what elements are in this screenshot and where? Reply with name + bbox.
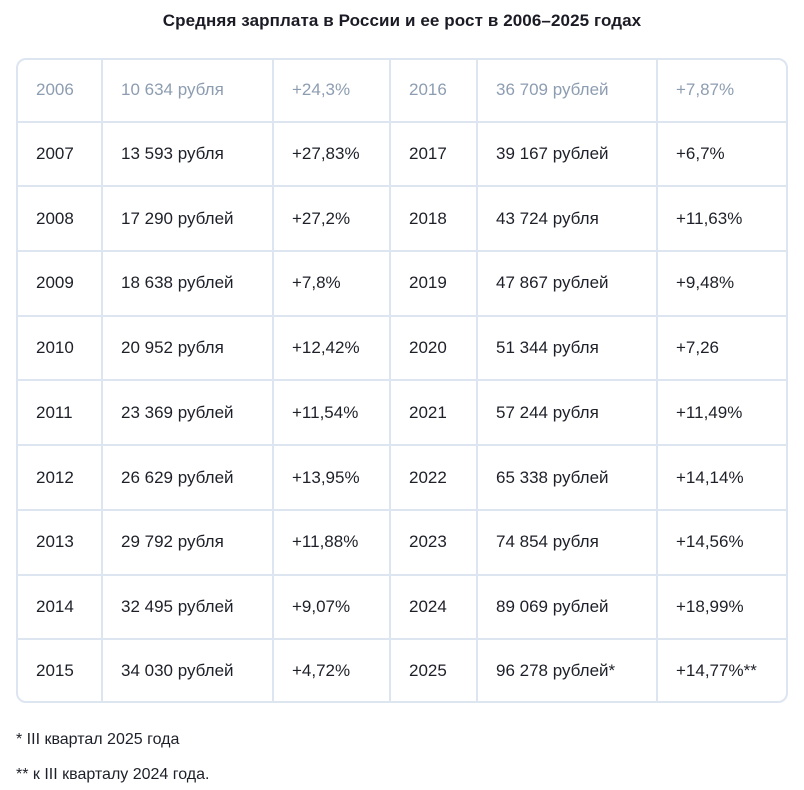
salary-cell: 32 495 рублей (102, 574, 274, 641)
growth-cell: +7,8% (273, 251, 391, 317)
year-cell: 2015 (18, 639, 103, 701)
year-cell: 2018 (390, 186, 478, 253)
table-row: 2011 23 369 рублей +11,54% 2021 57 244 рубля… (18, 380, 786, 447)
salary-cell: 57 244 рубля (477, 380, 658, 447)
growth-cell: +14,56% (657, 509, 786, 576)
growth-cell: +11,88% (273, 509, 391, 576)
table-row: 2015 34 030 рублей +4,72% 2025 96 278 рублей… (18, 639, 786, 701)
salary-table: 2006 10 634 рубля +24,3% 2016 36 709 рублей +… (18, 60, 786, 701)
year-cell: 2007 (18, 121, 103, 188)
salary-cell: 39 167 рублей (477, 121, 658, 188)
salary-cell: 47 867 рублей (477, 251, 658, 317)
growth-cell: +7,26 (657, 315, 786, 382)
growth-cell: +11,49% (657, 380, 786, 447)
salary-cell: 43 724 рубля (477, 186, 658, 253)
growth-cell: +14,14% (657, 445, 786, 511)
page-title: Средняя зарплата в России и ее рост в 20… (162, 11, 642, 30)
salary-cell: 65 338 рублей (477, 445, 658, 511)
salary-cell: 23 369 рублей (102, 380, 274, 447)
growth-cell: +7,87% (657, 60, 786, 123)
salary-cell: 13 593 рубля (102, 121, 274, 188)
table-row: 2010 20 952 рубля +12,42% 2020 51 344 рубля +… (18, 315, 786, 382)
year-cell: 2014 (18, 574, 103, 641)
year-cell: 2009 (18, 251, 103, 317)
growth-cell: +11,63% (657, 186, 786, 253)
growth-cell: +18,99% (657, 574, 786, 641)
growth-cell: +9,07% (273, 574, 391, 641)
growth-cell: +11,54% (273, 380, 391, 447)
year-cell: 2017 (390, 121, 478, 188)
year-cell: 2024 (390, 574, 478, 641)
table-row: 2009 18 638 рублей +7,8% 2019 47 867 рублей +… (18, 251, 786, 317)
salary-cell: 34 030 рублей (102, 639, 274, 701)
year-cell: 2023 (390, 509, 478, 576)
table-row: 2014 32 495 рублей +9,07% 2024 89 069 рублей… (18, 574, 786, 641)
salary-cell: 26 629 рублей (102, 445, 274, 511)
growth-cell: +12,42% (273, 315, 391, 382)
growth-cell: +27,83% (273, 121, 391, 188)
table-row: 2007 13 593 рубля +27,83% 2017 39 167 рублей… (18, 121, 786, 188)
growth-cell: +6,7% (657, 121, 786, 188)
table-row: 2013 29 792 рубля +11,88% 2023 74 854 рубля +… (18, 509, 786, 576)
salary-cell: 18 638 рублей (102, 251, 274, 317)
salary-cell: 96 278 рублей* (477, 639, 658, 701)
footnote-vs-quarter-2024: ** к III кварталу 2024 года. (16, 766, 210, 783)
year-cell: 2013 (18, 509, 103, 576)
growth-cell: +27,2% (273, 186, 391, 253)
table-row: 2006 10 634 рубля +24,3% 2016 36 709 рублей +… (18, 60, 786, 123)
year-cell: 2020 (390, 315, 478, 382)
growth-cell: +4,72% (273, 639, 391, 701)
year-cell: 2019 (390, 251, 478, 317)
salary-table-body: 2006 10 634 рубля +24,3% 2016 36 709 рублей +… (18, 60, 786, 701)
salary-cell: 29 792 рубля (102, 509, 274, 576)
growth-cell: +14,77%** (676, 660, 757, 680)
salary-cell: 74 854 рубля (477, 509, 658, 576)
salary-table-container: 2006 10 634 рубля +24,3% 2016 36 709 рублей +… (16, 58, 788, 703)
year-cell: 2022 (390, 445, 478, 511)
salary-cell: 89 069 рублей (477, 574, 658, 641)
salary-cell: 36 709 рублей (477, 60, 658, 123)
salary-cell: 20 952 рубля (102, 315, 274, 382)
table-row: 2008 17 290 рублей +27,2% 2018 43 724 рубля +… (18, 186, 786, 253)
year-cell: 2008 (18, 186, 103, 253)
growth-cell: +9,48% (657, 251, 786, 317)
salary-cell: 17 290 рублей (102, 186, 274, 253)
salary-cell: 51 344 рубля (477, 315, 658, 382)
footnote-quarter-2025: * III квартал 2025 года (16, 731, 180, 748)
growth-cell: +24,3% (273, 60, 391, 123)
table-row: 2012 26 629 рублей +13,95% 2022 65 338 рубле… (18, 445, 786, 511)
year-cell: 2012 (18, 445, 103, 511)
year-cell: 2006 (18, 60, 103, 123)
growth-cell: +13,95% (273, 445, 391, 511)
salary-cell: 10 634 рубля (102, 60, 274, 123)
year-cell: 2010 (18, 315, 103, 382)
year-cell: 2011 (18, 380, 103, 447)
year-cell: 2016 (390, 60, 478, 123)
year-cell: 2025 (390, 639, 478, 701)
year-cell: 2021 (390, 380, 478, 447)
